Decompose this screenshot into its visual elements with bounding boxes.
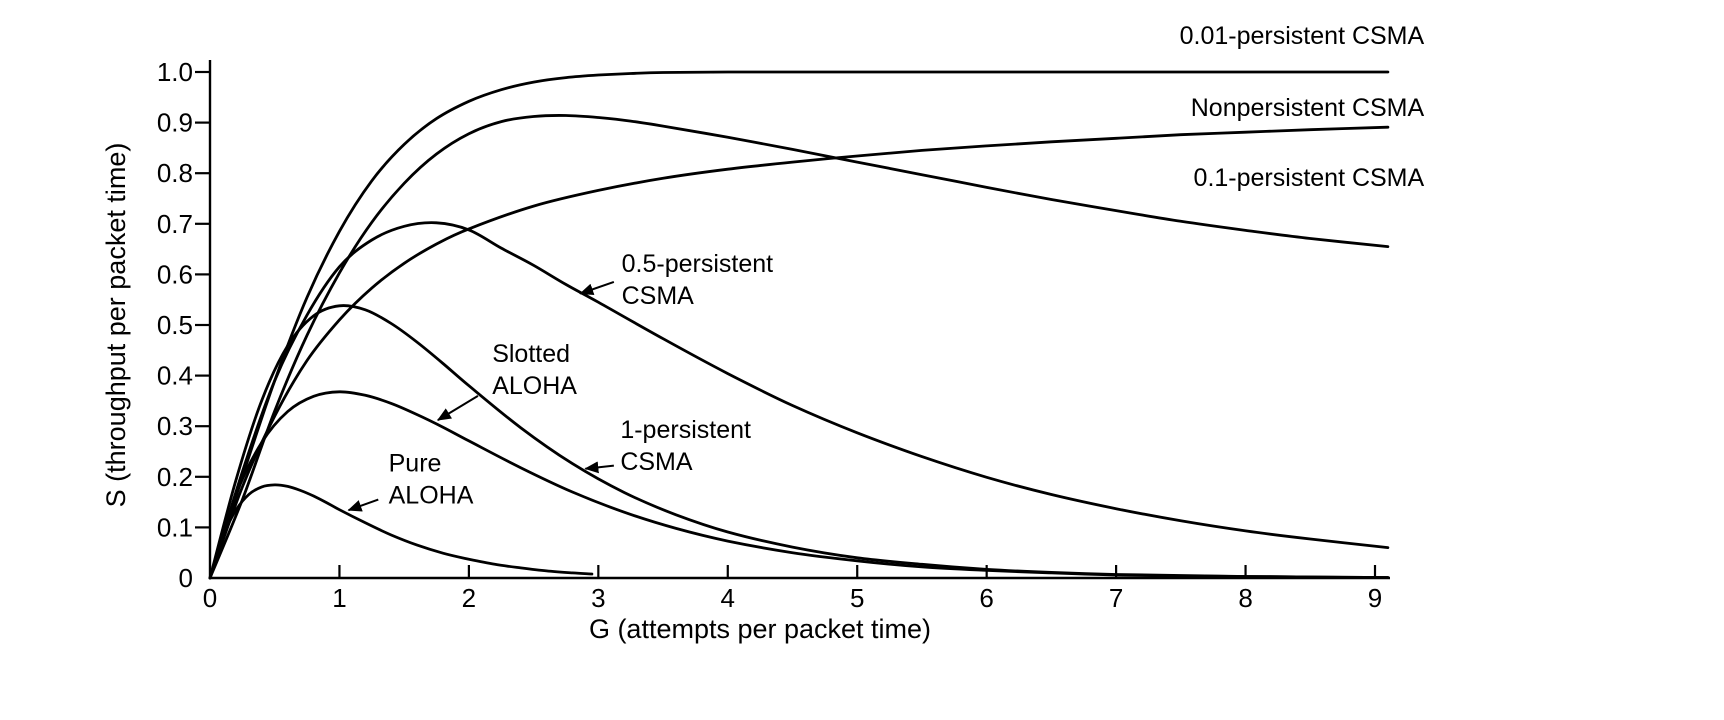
x-tick-label: 3 bbox=[591, 583, 605, 613]
x-tick-label: 5 bbox=[850, 583, 864, 613]
x-tick-label: 4 bbox=[721, 583, 735, 613]
y-axis-title: S (throughput per packet time) bbox=[101, 143, 131, 508]
annotation-arrow bbox=[584, 461, 614, 474]
curve-nonpersistent-csma bbox=[208, 125, 1390, 580]
axis-lines bbox=[208, 60, 1390, 580]
curve-labels: 0.01-persistent CSMA Nonpersistent CSMA 0.… bbox=[347, 22, 1425, 512]
annotation-text: Slotted bbox=[492, 340, 570, 368]
y-tick-label: 0.3 bbox=[157, 411, 193, 441]
x-tick-label: 0 bbox=[203, 583, 217, 613]
y-tick-label: 0.5 bbox=[157, 310, 193, 340]
annotation-arrow bbox=[436, 394, 479, 421]
curve-0-01-persistent-csma bbox=[208, 70, 1390, 580]
curve-0-5-persistent-csma bbox=[208, 221, 1390, 580]
label-0-5-persistent-csma: 0.5-persistent CSMA bbox=[579, 250, 774, 310]
y-tick-label: 0.8 bbox=[157, 158, 193, 188]
y-tick-label: 0 bbox=[179, 563, 193, 593]
y-tick-label: 0.2 bbox=[157, 462, 193, 492]
x-tick-label: 9 bbox=[1368, 583, 1382, 613]
annotation-arrow bbox=[579, 281, 615, 296]
label-0-01-persistent-csma: 0.01-persistent CSMA bbox=[1180, 22, 1425, 50]
curve-1-persistent-csma bbox=[208, 304, 1390, 580]
y-tick-label: 0.6 bbox=[157, 259, 193, 289]
label-slotted-aloha: Slotted ALOHA bbox=[436, 340, 577, 421]
curve-0-1-persistent-csma bbox=[208, 114, 1390, 580]
y-tick-label: 1.0 bbox=[157, 57, 193, 87]
annotation-text: Nonpersistent CSMA bbox=[1191, 94, 1425, 122]
y-tick-label: 0.7 bbox=[157, 209, 193, 239]
annotation-text: 1-persistent bbox=[620, 416, 751, 444]
x-tick-label: 7 bbox=[1109, 583, 1123, 613]
annotation-text: 0.1-persistent CSMA bbox=[1194, 164, 1425, 192]
y-tick-label: 0.9 bbox=[157, 108, 193, 138]
x-tick-label: 8 bbox=[1238, 583, 1252, 613]
annotation-arrow bbox=[347, 498, 379, 512]
y-tick-label: 0.1 bbox=[157, 512, 193, 542]
annotation-text: 0.01-persistent CSMA bbox=[1180, 22, 1425, 50]
curve-pure-aloha bbox=[208, 483, 594, 580]
label-1-persistent-csma: 1-persistent CSMA bbox=[584, 416, 751, 476]
x-tick-label: 6 bbox=[979, 583, 993, 613]
axis-ticks: 0 0.1 0.2 0.3 0.4 0.5 0.6 0.7 0.8 0.9 1.0 0 1 2 3 4 5 6 7 8… bbox=[157, 57, 1382, 613]
x-tick-label: 1 bbox=[332, 583, 346, 613]
label-0-1-persistent-csma: 0.1-persistent CSMA bbox=[1194, 164, 1425, 192]
axes bbox=[208, 60, 1390, 580]
label-nonpersistent-csma: Nonpersistent CSMA bbox=[1191, 94, 1425, 122]
annotation-text: Pure bbox=[389, 450, 442, 478]
annotation-text: CSMA bbox=[620, 448, 693, 476]
annotation-text: ALOHA bbox=[389, 482, 474, 510]
annotation-text: CSMA bbox=[622, 282, 695, 310]
protocol-curves bbox=[208, 70, 1390, 580]
curve-slotted-aloha bbox=[208, 390, 1390, 580]
y-tick-label: 0.4 bbox=[157, 361, 193, 391]
x-axis-title: G (attempts per packet time) bbox=[589, 614, 931, 644]
annotation-text: 0.5-persistent bbox=[622, 250, 774, 278]
annotation-text: ALOHA bbox=[492, 372, 577, 400]
x-tick-label: 2 bbox=[462, 583, 476, 613]
label-pure-aloha: Pure ALOHA bbox=[347, 450, 474, 512]
